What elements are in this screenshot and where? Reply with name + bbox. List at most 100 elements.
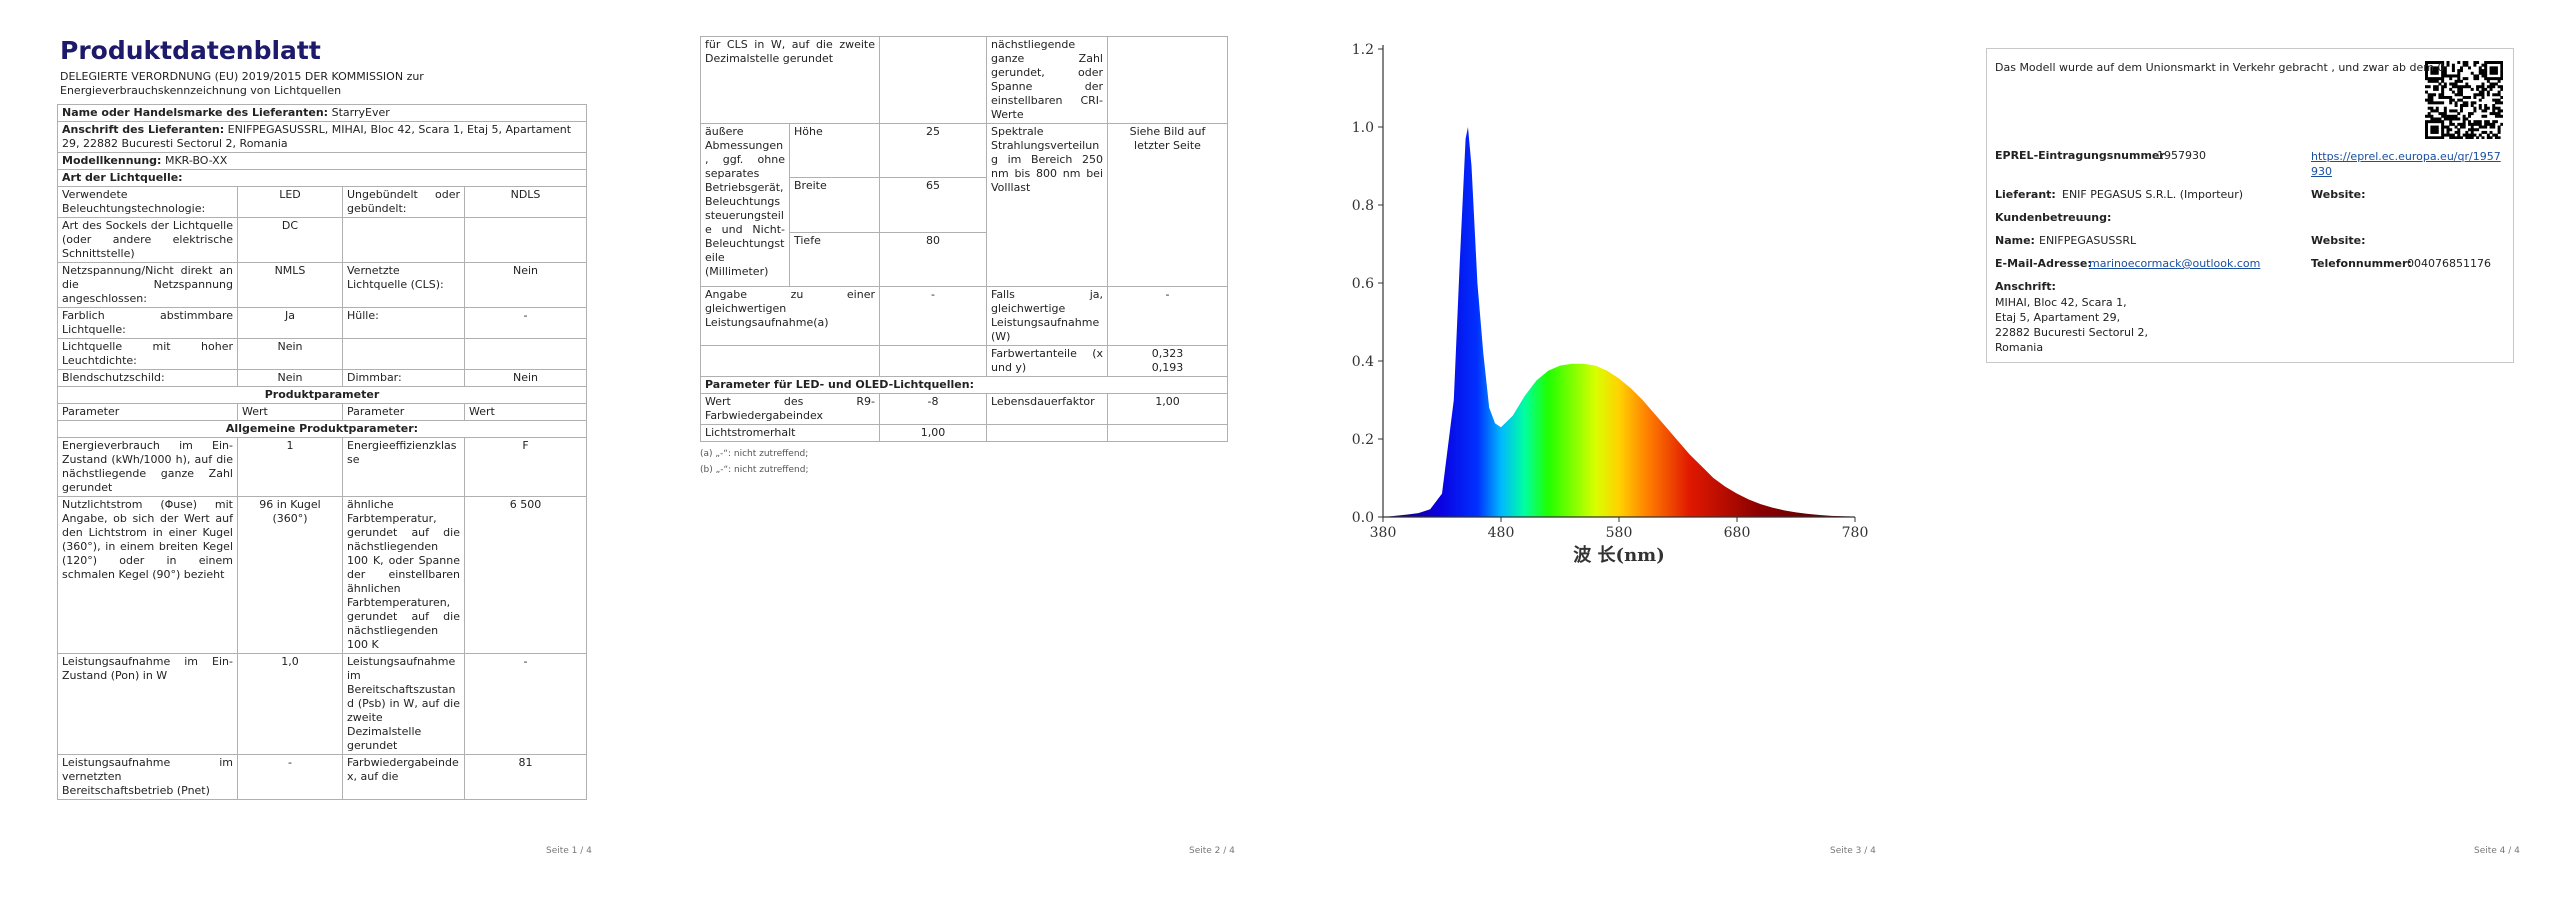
qr-module (2433, 71, 2437, 75)
qr-module (2449, 74, 2453, 78)
qr-module (2481, 136, 2485, 139)
qr-module (2497, 106, 2501, 110)
table-cell: nächstliegende ganze Zahl gerundet, oder… (986, 36, 1108, 124)
qr-module (2492, 77, 2496, 81)
qr-module (2430, 128, 2434, 132)
qr-module (2449, 98, 2453, 102)
table-cell: NMLS (237, 262, 343, 308)
qr-module (2425, 98, 2428, 102)
qr-module (2441, 87, 2445, 91)
table-cell: Nein (464, 262, 587, 308)
qr-module (2484, 125, 2488, 129)
qr-module (2462, 85, 2466, 89)
qr-module (2441, 95, 2445, 99)
table-row: Nutzlichtstrom (Φuse) mit Angabe, ob sic… (57, 496, 587, 654)
table-cell: Wert des R9-Farbwiedergabeindex (700, 393, 880, 425)
table-cell: F (464, 437, 587, 497)
qr-module (2473, 61, 2477, 64)
table-cell: Blendschutzschild: (57, 369, 238, 387)
qr-module (2433, 120, 2437, 124)
qr-module (2468, 136, 2472, 139)
qr-module (2443, 109, 2447, 113)
qr-module (2430, 125, 2434, 129)
qr-module (2481, 69, 2485, 73)
qr-module (2484, 61, 2488, 64)
qr-code (2425, 61, 2503, 139)
qr-module (2435, 69, 2439, 73)
qr-module (2435, 71, 2439, 75)
qr-module (2462, 104, 2466, 108)
section-row: Allgemeine Produktparameter: (57, 420, 587, 438)
qr-module (2457, 136, 2461, 139)
qr-module (2449, 109, 2453, 113)
qr-module (2425, 77, 2428, 81)
qr-module (2473, 95, 2477, 99)
qr-module (2500, 87, 2503, 91)
qr-module (2425, 66, 2428, 70)
qr-module (2435, 85, 2439, 89)
qr-module (2492, 122, 2496, 126)
qr-module (2459, 93, 2463, 97)
qr-module (2443, 106, 2447, 110)
qr-module (2459, 109, 2463, 113)
table-row: Anschrift des Lieferanten: ENIFPEGASUSSR… (57, 121, 587, 153)
table-row: Angabe zu einer gleichwertigen Leistungs… (700, 286, 1228, 346)
qr-module (2430, 109, 2434, 113)
qr-module (2500, 69, 2503, 73)
qr-module (2484, 130, 2488, 134)
market-text: Das Modell wurde auf dem Unionsmarkt in … (1995, 61, 2445, 74)
qr-module (2484, 114, 2488, 118)
qr-module (2425, 85, 2428, 89)
qr-module (2443, 66, 2447, 70)
table-cell: Wert (237, 403, 343, 421)
qr-module (2481, 82, 2485, 86)
qr-module (2459, 85, 2463, 89)
info-cell: Modellkennung: MKR-BO-XX (57, 152, 587, 170)
table-cell: Tiefe (789, 231, 880, 288)
qr-module (2489, 61, 2493, 64)
table-row: Lichtstromerhalt 1,00 (700, 424, 1228, 442)
section-cell: Produktparameter (57, 386, 587, 404)
qr-module (2470, 112, 2474, 116)
qr-module (2427, 106, 2431, 110)
qr-module (2500, 71, 2503, 75)
table-cell: 1,0 (237, 653, 343, 755)
qr-module (2484, 74, 2488, 78)
qr-module (2497, 77, 2501, 81)
chromaticity-value: 0,193 (1151, 361, 1184, 374)
qr-module (2435, 125, 2439, 129)
y-tick-label: 0.0 (1352, 510, 1374, 526)
qr-module (2473, 109, 2477, 113)
qr-module (2484, 63, 2488, 67)
qr-module (2494, 69, 2498, 73)
qr-module (2438, 61, 2442, 64)
qr-module (2494, 106, 2498, 110)
section-cell: Art der Lichtquelle: (57, 169, 587, 187)
qr-module (2494, 101, 2498, 105)
table-cell: Parameter (342, 403, 465, 421)
table-cell: Falls ja, gleichwertige Leistungsaufnahm… (986, 286, 1108, 346)
field-label: E-Mail-Adresse: (1995, 257, 2092, 270)
qr-module (2470, 133, 2474, 137)
table-row: Leistungsaufnahme im vernetzten Bereitsc… (57, 754, 587, 800)
table-row: Verwendete Beleuchtungstechnologie: LED Un… (57, 186, 587, 218)
qr-module (2454, 82, 2458, 86)
qr-module (2443, 82, 2447, 86)
qr-module (2492, 98, 2496, 102)
qr-module (2500, 122, 2503, 126)
qr-module (2492, 125, 2496, 129)
qr-module (2435, 128, 2439, 132)
spectrum-chart: 0.0 0.2 0.4 0.6 0.8 1.0 1.2 380 480 580 680 780 波 长(… (1352, 42, 1869, 566)
qr-module (2486, 120, 2490, 124)
qr-module (2486, 122, 2490, 126)
qr-module (2443, 133, 2447, 137)
address-line: 22882 Bucuresti Sectorul 2, (1995, 326, 2149, 339)
qr-module (2441, 125, 2445, 129)
info-cell: Anschrift des Lieferanten: ENIFPEGASUSSR… (57, 121, 587, 153)
qr-module (2427, 79, 2431, 83)
qr-module (2430, 101, 2434, 105)
qr-module (2451, 114, 2455, 118)
qr-module (2430, 66, 2434, 70)
qr-module (2449, 82, 2453, 86)
qr-module (2457, 93, 2461, 97)
